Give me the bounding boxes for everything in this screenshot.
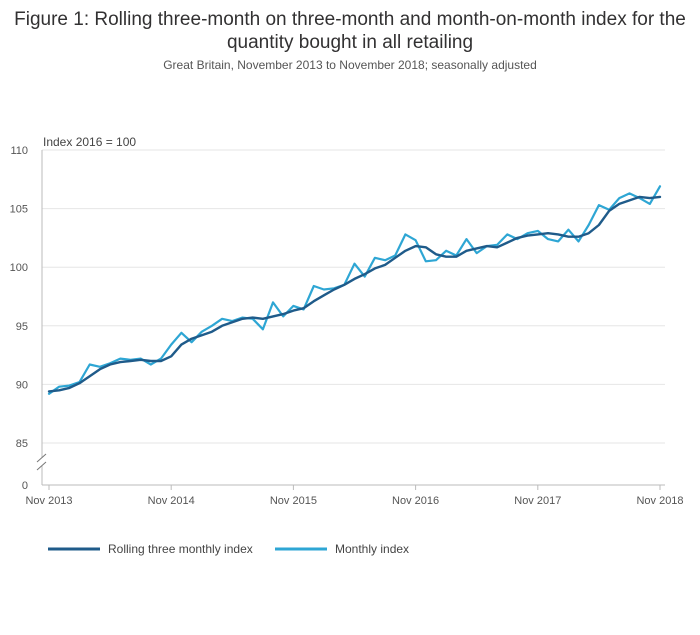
gridlines	[42, 149, 665, 444]
y-tick-label: 100	[10, 262, 28, 274]
series-lines	[47, 185, 662, 395]
y-axis-label: Index 2016 = 100	[43, 135, 136, 149]
y-tick-label: 0	[22, 480, 28, 492]
y-tick-label: 105	[10, 204, 28, 216]
y-axis-ticks: 0 85 90 95 100 105 110	[10, 145, 28, 492]
legend-label: Monthly index	[335, 542, 409, 556]
x-tick-label: Nov 2016	[392, 495, 439, 507]
legend: Rolling three monthly index Monthly index	[48, 542, 409, 556]
x-tick-label: Nov 2015	[270, 495, 317, 507]
x-tick-label: Nov 2017	[514, 495, 561, 507]
legend-item-rolling-three-monthly: Rolling three monthly index	[48, 542, 253, 556]
x-axis-ticks: Nov 2013 Nov 2014 Nov 2015 Nov 2016 Nov 2017…	[25, 485, 684, 507]
y-tick-label: 95	[16, 321, 28, 333]
y-tick-label: 110	[10, 145, 28, 157]
x-tick-label: Nov 2018	[636, 495, 683, 507]
x-tick-label: Nov 2014	[148, 495, 195, 507]
x-tick-label: Nov 2013	[25, 495, 72, 507]
y-tick-label: 90	[16, 379, 28, 391]
series-line-rolling-three-monthly	[47, 195, 662, 393]
axes	[36, 150, 665, 486]
chart-title: Figure 1: Rolling three-month on three-m…	[14, 9, 686, 53]
axis-break-marker	[36, 453, 48, 471]
legend-item-monthly: Monthly index	[275, 542, 409, 556]
legend-label: Rolling three monthly index	[108, 542, 253, 556]
series-line-monthly	[47, 185, 662, 395]
chart-subtitle: Great Britain, November 2013 to November…	[163, 58, 537, 72]
y-tick-label: 85	[16, 438, 28, 450]
